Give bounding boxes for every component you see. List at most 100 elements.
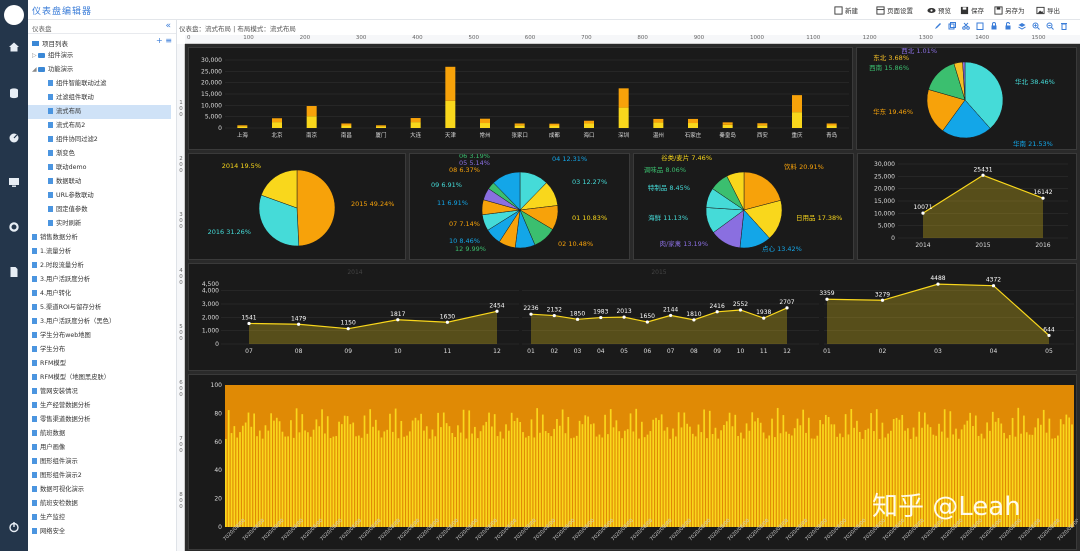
tree-item[interactable]: 5.渠道ROI与留存分析 [28, 301, 171, 315]
monthly-area-panel[interactable]: 0 1,000 2,000 3,000 4,000 4,500 2014 2015 1541 07… [188, 263, 1077, 371]
tree-item[interactable]: 过滤组件联动 [28, 91, 171, 105]
database-icon[interactable] [0, 84, 28, 102]
tree-item[interactable]: 零售渠道数据分析 [28, 413, 171, 427]
month-pie-panel[interactable]: 03 12.27% 01 10.83% 02 10.48% 12 9.99% 10 8.… [409, 153, 630, 260]
layers-icon[interactable] [1018, 22, 1026, 30]
lock-icon[interactable] [990, 22, 998, 30]
data-point [692, 318, 696, 322]
tree-item[interactable]: 3.用户活跃度分析 [28, 273, 171, 287]
monitor-icon[interactable] [0, 173, 28, 191]
bar [674, 436, 677, 527]
tree-item-label: 实时刷新 [56, 220, 82, 227]
bar [768, 435, 771, 527]
new-button[interactable]: 新建 [834, 5, 858, 15]
year-pie-panel[interactable]: 2015 49.24% 2016 31.26% 2014 19.5% [188, 153, 406, 260]
new-label: 新建 [845, 7, 858, 15]
tree-item[interactable]: 固定值参数 [28, 203, 171, 217]
tree-item[interactable]: 渐变色 [28, 147, 171, 161]
save-as-button[interactable]: 另存为 [994, 5, 1025, 15]
tree-folder[interactable]: ◢ 功能演示 [28, 63, 171, 77]
breadcrumb: 仪表盘：流式布局 | 布局模式：流式布局 [179, 25, 296, 33]
x-tick-label: 09 [344, 348, 352, 355]
tree-item[interactable]: 1.流量分析 [28, 245, 171, 259]
zoom-in-icon[interactable] [1032, 22, 1040, 30]
save-button[interactable]: 保存 [960, 5, 984, 15]
pie-label: 06 3.19% [459, 154, 490, 160]
y-tick-label: 10,000 [201, 102, 222, 109]
tree-item[interactable]: 4.用户转化 [28, 287, 171, 301]
x-tick-label: 03 [574, 348, 582, 355]
unlock-icon[interactable] [1004, 22, 1012, 30]
x-tick-label: 05 [1045, 348, 1053, 355]
dense-bar-panel[interactable]: 0 20 40 60 80 100 7020/08/00 7020/08/00 7020/08/… [188, 374, 1078, 550]
tree-item[interactable]: 2.时段流量分析 [28, 259, 171, 273]
report-icon[interactable] [0, 263, 28, 281]
tree-item[interactable]: 图形组件演示 [28, 455, 171, 469]
bar [618, 88, 629, 108]
bar [858, 431, 861, 527]
tree-item[interactable]: 航班安检数据 [28, 497, 171, 511]
tree-item[interactable]: URL参数联动 [28, 189, 171, 203]
export-button[interactable]: 导出 [1036, 5, 1060, 15]
tree-item[interactable]: 3.用户活跃度分析（黑色） [28, 315, 171, 329]
tree-item[interactable]: 网络安全 [28, 525, 171, 539]
watermark: 知乎 @Leah [872, 492, 1021, 522]
tree-item[interactable]: 学生分布web地图 [28, 329, 171, 343]
data-label: 2013 [616, 308, 631, 315]
tree-item[interactable]: 数据联动 [28, 175, 171, 189]
bar [918, 411, 921, 527]
tree-item[interactable]: 实时刷新 [28, 217, 171, 231]
city-bar-panel[interactable]: 0 5,000 10,000 15,000 20,000 25,000 30,000 上海 北京… [188, 47, 853, 150]
zoom-out-icon[interactable] [1046, 22, 1054, 30]
cut-icon[interactable] [962, 22, 970, 30]
tree-folder[interactable]: ▷ 组件演示 [28, 49, 171, 63]
tree-item[interactable]: 生产监控 [28, 511, 171, 525]
edit-icon[interactable] [934, 22, 942, 30]
dashboard-icon[interactable] [0, 128, 28, 146]
tree-item[interactable]: 销售数据分析 [28, 231, 171, 245]
tree-item[interactable]: 流式布局2 [28, 119, 171, 133]
tree-item[interactable]: 用户画像 [28, 441, 171, 455]
chevron-right-icon[interactable]: ▷ [32, 52, 37, 59]
pie-slice [743, 171, 782, 211]
bar [253, 413, 255, 527]
x-tick-label: 02 [879, 348, 887, 355]
power-icon[interactable] [0, 518, 28, 536]
paste-icon[interactable] [976, 22, 984, 30]
bar [1034, 427, 1037, 527]
bar [963, 424, 966, 527]
tree-item[interactable]: RFM模型 [28, 357, 171, 371]
bar [380, 437, 383, 527]
preview-button[interactable]: 预览 [927, 5, 951, 15]
copy-icon[interactable] [948, 22, 956, 30]
collapse-icon[interactable]: « [165, 21, 171, 31]
tree-item[interactable]: 生产经营数据分析 [28, 399, 171, 413]
tree-item[interactable]: 数据可视化演示 [28, 483, 171, 497]
tree-item[interactable]: 组件智能联动过滤 [28, 77, 171, 91]
tree-item[interactable]: 管网安装情况 [28, 385, 171, 399]
chevron-down-icon[interactable]: ◢ [32, 66, 37, 73]
y-tick-label: 80 [214, 410, 222, 417]
city-bar-chart: 0 5,000 10,000 15,000 20,000 25,000 30,000 上海 北京… [201, 57, 849, 139]
tree-item[interactable]: 联动demo [28, 161, 171, 175]
tree-item[interactable]: 图形组件演示2 [28, 469, 171, 483]
category-pie-panel[interactable]: 饮料 20.91% 日用品 17.38% 点心 13.42% 肉/家禽 13.19% 海… [633, 153, 854, 260]
tree-item[interactable]: 学生分布 [28, 343, 171, 357]
bar [792, 95, 802, 113]
settings-icon[interactable] [0, 218, 28, 236]
page-settings-button[interactable]: 页面设置 [876, 5, 913, 15]
tree-item[interactable]: RFM模型（地图黑皮肤） [28, 371, 171, 385]
tree-item[interactable]: 流式布局 [28, 105, 171, 119]
tree-root[interactable]: 项目列表 + ≡ [28, 34, 176, 49]
x-tick-label: 南京 [306, 131, 318, 139]
tree-item[interactable]: 航班数据 [28, 427, 171, 441]
pie-slice [493, 171, 521, 211]
tree-actions[interactable]: + ≡ [156, 36, 172, 45]
pie-label: 华北 38.46% [1015, 77, 1055, 86]
bar [771, 418, 773, 527]
yearly-area-panel[interactable]: 0 5,000 10,000 15,000 20,000 25,000 30,000 1007… [857, 153, 1077, 260]
home-icon[interactable] [0, 38, 28, 56]
delete-icon[interactable] [1060, 22, 1068, 30]
region-pie-panel[interactable]: 华北 38.46% 华南 21.53% 华东 19.46% 西南 15.86% 东北 3… [856, 47, 1077, 150]
tree-item[interactable]: 组件协同过滤2 [28, 133, 171, 147]
